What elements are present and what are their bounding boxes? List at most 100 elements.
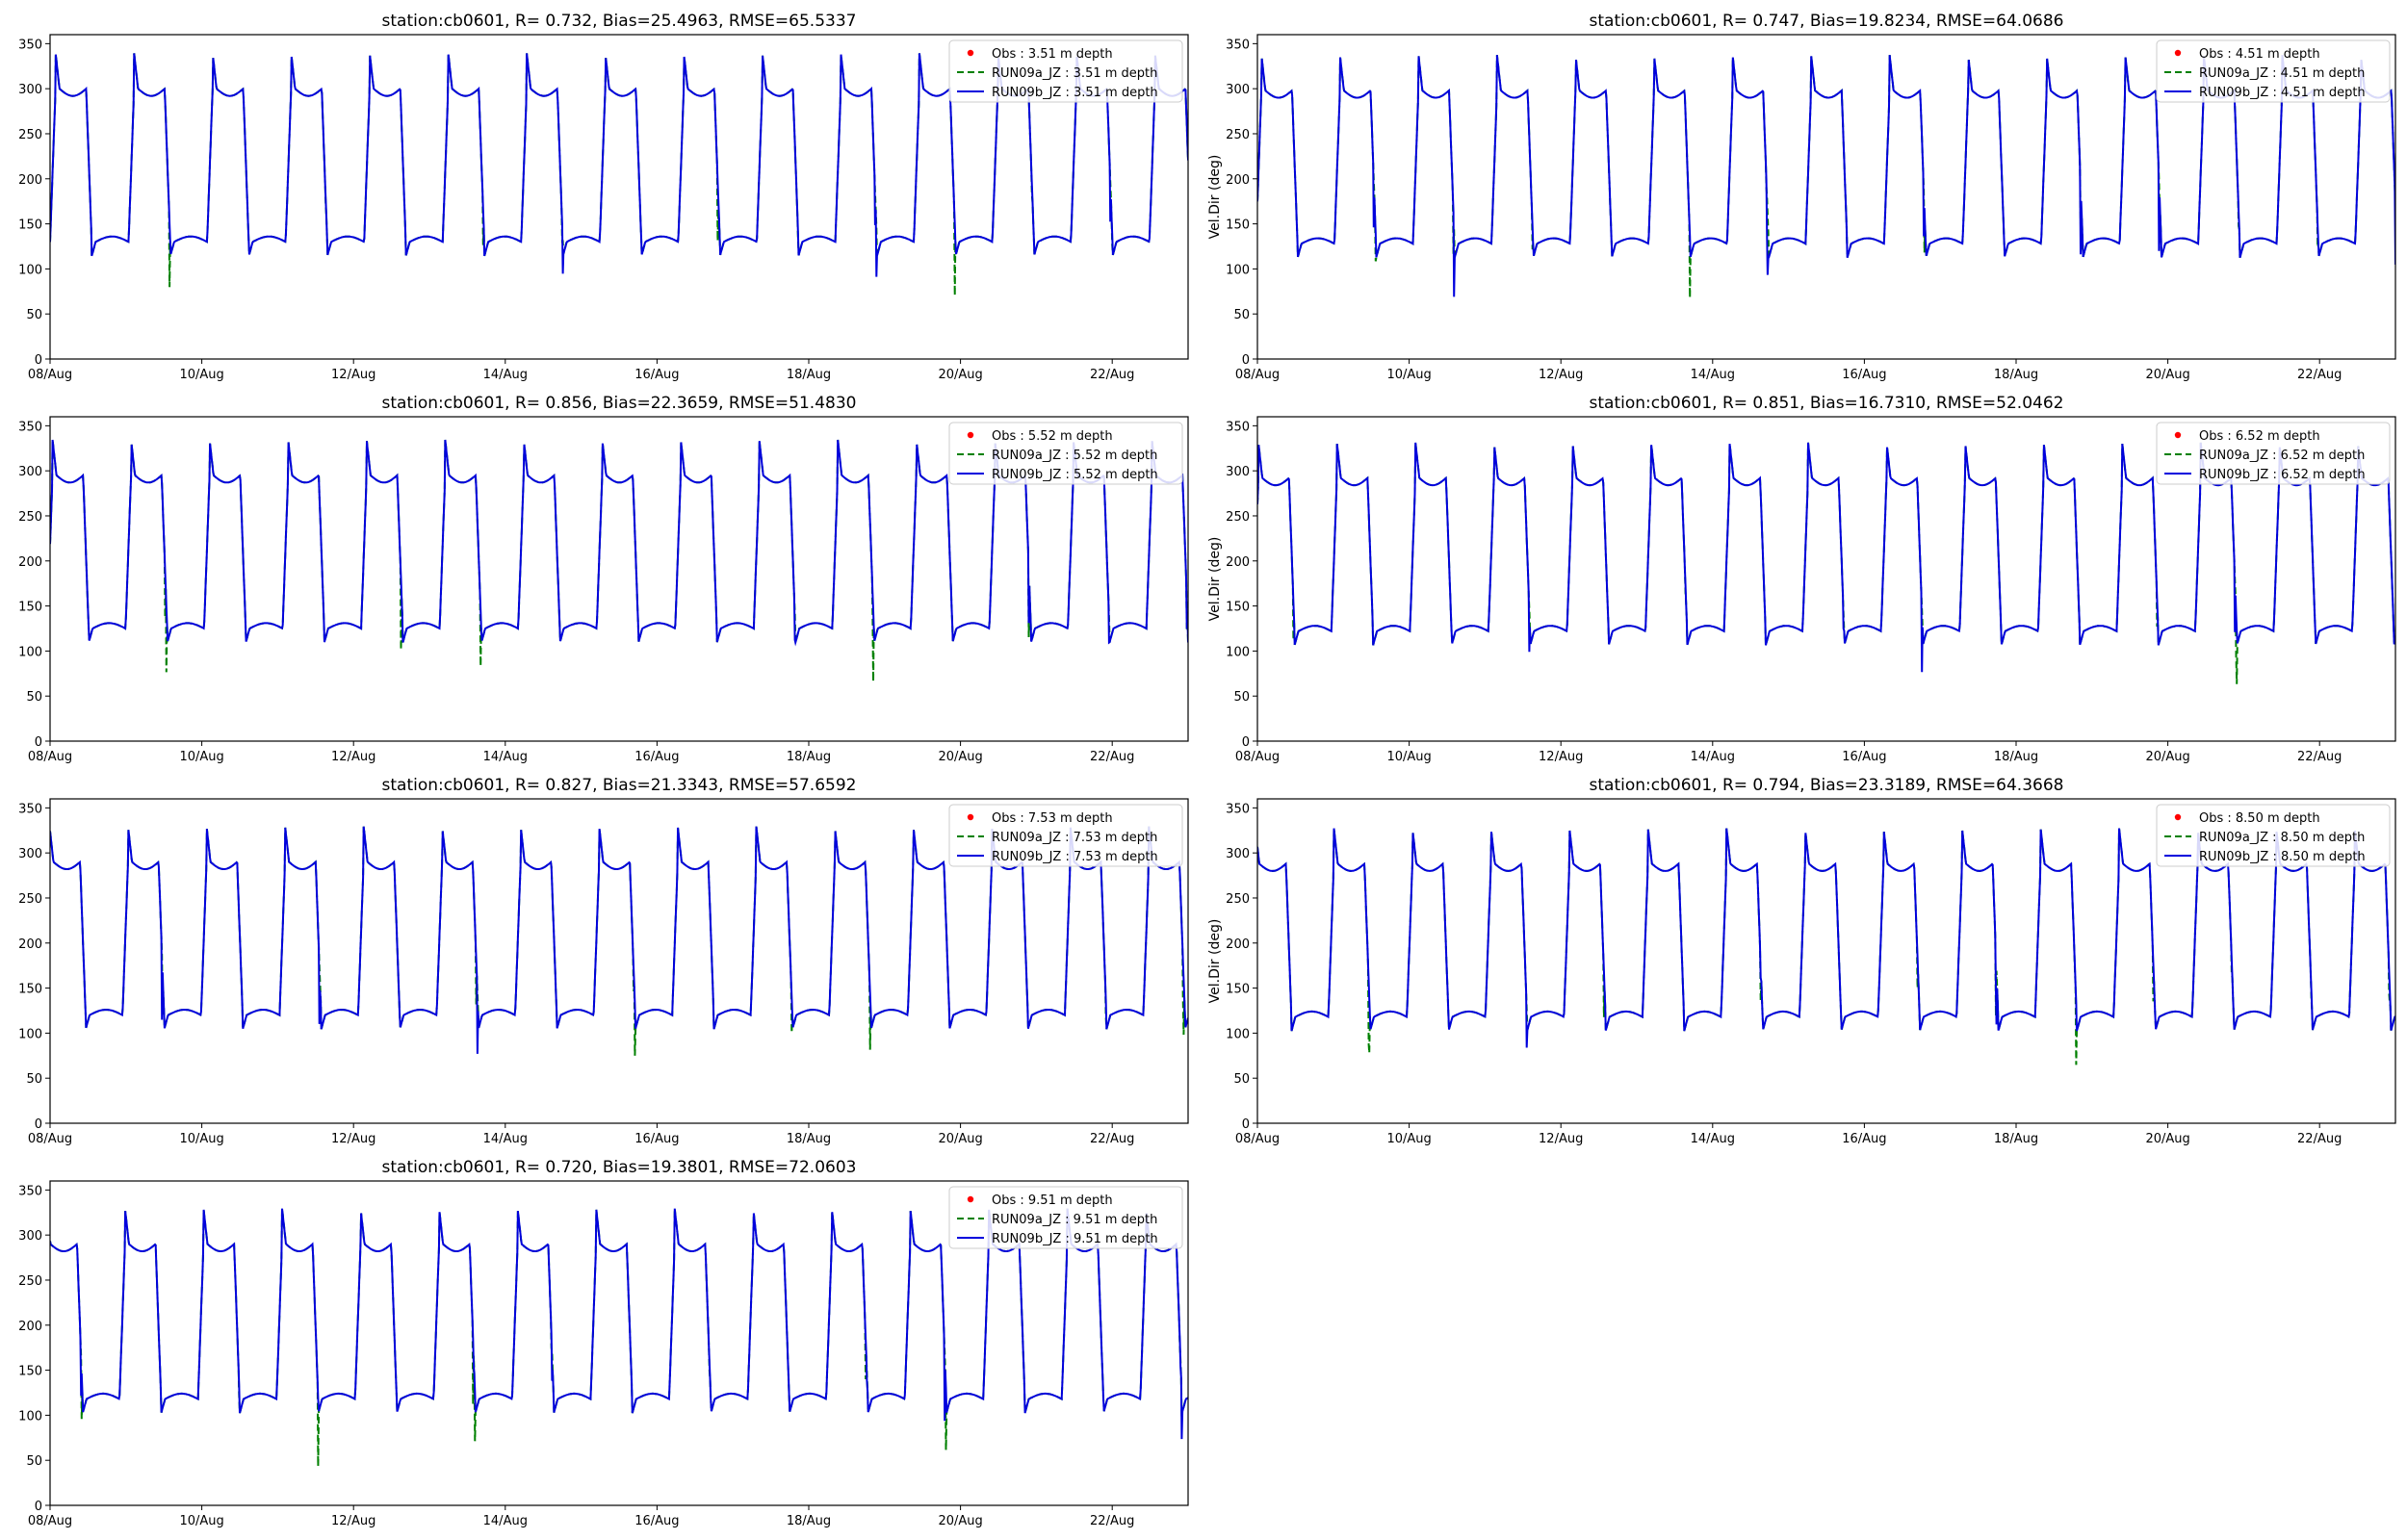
legend-entry-label: Obs : 8.50 m depth — [2199, 811, 2320, 826]
x-tick-label: 18/Aug — [787, 750, 831, 764]
x-tick-label: 22/Aug — [1090, 1132, 1134, 1146]
x-tick-label: 18/Aug — [787, 1132, 831, 1146]
legend-entry-label: RUN09a_JZ : 6.52 m depth — [2199, 449, 2365, 463]
legend-box — [948, 1186, 1183, 1249]
y-axis-label: Vel.Dir (deg) — [1207, 537, 1223, 622]
y-tick-label: 150 — [18, 1365, 42, 1379]
y-tick-label: 0 — [1242, 1117, 1250, 1132]
legend-obs-marker — [967, 431, 974, 439]
x-tick-label: 08/Aug — [28, 750, 72, 764]
legend-obs-marker — [2174, 49, 2182, 57]
x-tick-label: 08/Aug — [1235, 368, 1280, 382]
x-tick-label: 10/Aug — [179, 1514, 223, 1528]
x-tick-label: 16/Aug — [634, 1132, 679, 1146]
x-tick-label: 10/Aug — [179, 750, 223, 764]
x-tick-label: 14/Aug — [1691, 750, 1735, 764]
y-tick-label: 100 — [1226, 263, 1250, 277]
y-tick-label: 350 — [1226, 802, 1250, 816]
legend-entry-label: RUN09a_JZ : 7.53 m depth — [992, 831, 1157, 845]
x-tick-label: 10/Aug — [179, 1132, 223, 1146]
y-tick-label: 200 — [18, 1320, 42, 1334]
y-tick-label: 150 — [18, 601, 42, 615]
x-tick-label: 12/Aug — [1539, 1132, 1583, 1146]
y-tick-label: 150 — [1226, 601, 1250, 615]
axes-frame — [49, 1180, 1189, 1506]
y-tick-label: 350 — [1226, 38, 1250, 52]
x-tick-label: 16/Aug — [1842, 1132, 1886, 1146]
y-tick-label: 100 — [18, 1027, 42, 1041]
subplot-title: station:cb0601, R= 0.747, Bias=19.8234, … — [1590, 12, 2064, 31]
y-tick-label: 200 — [1226, 173, 1250, 188]
legend-entry-label: Obs : 6.52 m depth — [2199, 429, 2320, 444]
legend: Obs : 5.52 m depth RUN09a_JZ : 5.52 m dep… — [948, 422, 1183, 485]
x-tick-label: 12/Aug — [331, 1514, 375, 1528]
legend-entry-label: RUN09b_JZ : 8.50 m depth — [2199, 850, 2366, 864]
y-tick-label: 350 — [18, 38, 42, 52]
x-tick-label: 14/Aug — [483, 750, 528, 764]
x-tick-label: 16/Aug — [634, 368, 679, 382]
legend-entry-label: RUN09a_JZ : 3.51 m depth — [992, 66, 1157, 81]
legend-entry-label: RUN09a_JZ : 5.52 m depth — [992, 449, 1157, 463]
y-tick-label: 150 — [18, 218, 42, 233]
axes-frame — [1256, 798, 2396, 1124]
x-tick-label: 14/Aug — [1691, 368, 1735, 382]
subplot-5: station:cb0601, R= 0.827, Bias=21.3343, … — [18, 776, 1189, 1146]
y-tick-label: 50 — [1233, 1072, 1250, 1087]
x-tick-label: 22/Aug — [2297, 368, 2342, 382]
x-tick-label: 10/Aug — [1386, 750, 1431, 764]
legend-box — [948, 422, 1183, 485]
y-tick-label: 300 — [18, 465, 42, 479]
y-tick-label: 0 — [1242, 353, 1250, 368]
y-tick-label: 100 — [18, 263, 42, 277]
subplot-title: station:cb0601, R= 0.794, Bias=23.3189, … — [1590, 776, 2064, 795]
x-tick-label: 12/Aug — [331, 1132, 375, 1146]
axes-frame — [49, 416, 1189, 742]
x-tick-label: 10/Aug — [179, 368, 223, 382]
legend-box — [2156, 422, 2391, 485]
legend: Obs : 3.51 m depth RUN09a_JZ : 3.51 m dep… — [948, 39, 1183, 103]
x-tick-label: 20/Aug — [938, 750, 982, 764]
y-tick-label: 250 — [18, 128, 42, 142]
x-tick-label: 12/Aug — [1539, 750, 1583, 764]
y-tick-label: 200 — [1226, 937, 1250, 952]
x-tick-label: 08/Aug — [28, 368, 72, 382]
y-tick-label: 250 — [18, 892, 42, 907]
x-tick-label: 20/Aug — [938, 1514, 982, 1528]
x-tick-label: 10/Aug — [1386, 1132, 1431, 1146]
legend: Obs : 8.50 m depth RUN09a_JZ : 8.50 m dep… — [2156, 804, 2391, 867]
legend-box — [948, 804, 1183, 867]
legend-entry-label: RUN09a_JZ : 9.51 m depth — [992, 1213, 1157, 1227]
subplot-title: station:cb0601, R= 0.827, Bias=21.3343, … — [382, 776, 857, 795]
legend-box — [948, 39, 1183, 103]
y-tick-label: 50 — [26, 690, 42, 705]
x-tick-label: 18/Aug — [1994, 750, 2038, 764]
legend-entry-label: Obs : 9.51 m depth — [992, 1194, 1113, 1208]
y-tick-label: 250 — [1226, 510, 1250, 525]
y-tick-label: 300 — [18, 1229, 42, 1244]
x-tick-label: 12/Aug — [331, 368, 375, 382]
subplot-1: station:cb0601, R= 0.732, Bias=25.4963, … — [18, 12, 1189, 382]
legend-entry-label: Obs : 3.51 m depth — [992, 47, 1113, 62]
subplot-title: station:cb0601, R= 0.856, Bias=22.3659, … — [382, 394, 857, 413]
x-tick-label: 20/Aug — [2145, 750, 2189, 764]
x-tick-label: 14/Aug — [483, 1132, 528, 1146]
y-tick-label: 250 — [18, 1274, 42, 1289]
legend-entry-label: Obs : 5.52 m depth — [992, 429, 1113, 444]
y-tick-label: 150 — [1226, 983, 1250, 997]
legend-box — [2156, 804, 2391, 867]
x-tick-label: 10/Aug — [1386, 368, 1431, 382]
y-tick-label: 300 — [1226, 465, 1250, 479]
subplot-title: station:cb0601, R= 0.720, Bias=19.3801, … — [382, 1158, 857, 1177]
y-tick-label: 200 — [1226, 555, 1250, 570]
x-tick-label: 22/Aug — [1090, 368, 1134, 382]
legend-obs-marker — [2174, 813, 2182, 821]
legend-obs-marker — [967, 1195, 974, 1203]
x-tick-label: 14/Aug — [483, 1514, 528, 1528]
x-tick-label: 18/Aug — [787, 1514, 831, 1528]
axes-frame — [1256, 34, 2396, 360]
legend-entry-label: RUN09b_JZ : 4.51 m depth — [2199, 86, 2366, 100]
y-tick-label: 350 — [18, 802, 42, 816]
axes-frame — [49, 34, 1189, 360]
x-tick-label: 16/Aug — [1842, 750, 1886, 764]
y-tick-label: 300 — [18, 847, 42, 861]
